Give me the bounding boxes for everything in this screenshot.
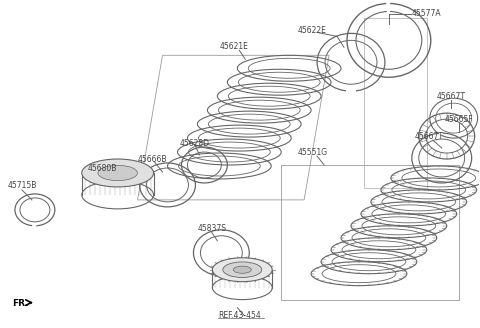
Text: REF.43-454: REF.43-454 bbox=[218, 311, 261, 320]
Ellipse shape bbox=[212, 258, 272, 282]
Text: 45665F: 45665F bbox=[445, 114, 473, 124]
Text: 45577A: 45577A bbox=[412, 9, 442, 18]
Ellipse shape bbox=[98, 165, 137, 181]
Text: 45837S: 45837S bbox=[197, 224, 227, 233]
Text: 45622E: 45622E bbox=[297, 26, 326, 35]
Ellipse shape bbox=[223, 262, 262, 277]
Text: 45621E: 45621E bbox=[219, 42, 248, 51]
Text: 45715B: 45715B bbox=[8, 181, 37, 191]
Text: 45666B: 45666B bbox=[138, 154, 167, 164]
Text: 45667T: 45667T bbox=[415, 132, 444, 141]
Ellipse shape bbox=[82, 159, 154, 187]
Text: 45551G: 45551G bbox=[297, 148, 327, 156]
Text: 45628D: 45628D bbox=[180, 138, 209, 148]
Ellipse shape bbox=[233, 266, 252, 273]
Text: FR.: FR. bbox=[12, 299, 28, 308]
Text: 45667T: 45667T bbox=[437, 92, 466, 101]
Text: 45680B: 45680B bbox=[88, 164, 117, 174]
